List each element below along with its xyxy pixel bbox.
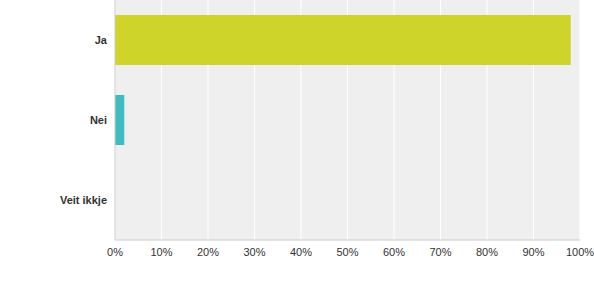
svg-text:Ja: Ja: [95, 34, 108, 46]
svg-text:20%: 20%: [197, 246, 219, 258]
svg-text:Veit ikkje: Veit ikkje: [60, 194, 107, 206]
svg-text:0%: 0%: [107, 246, 123, 258]
svg-text:10%: 10%: [150, 246, 172, 258]
svg-text:30%: 30%: [243, 246, 265, 258]
svg-text:Nei: Nei: [90, 114, 107, 126]
svg-text:60%: 60%: [383, 246, 405, 258]
svg-text:90%: 90%: [522, 246, 544, 258]
svg-text:40%: 40%: [290, 246, 312, 258]
svg-text:100%: 100%: [566, 246, 586, 258]
svg-text:50%: 50%: [336, 246, 358, 258]
svg-text:70%: 70%: [429, 246, 451, 258]
svg-text:80%: 80%: [476, 246, 498, 258]
